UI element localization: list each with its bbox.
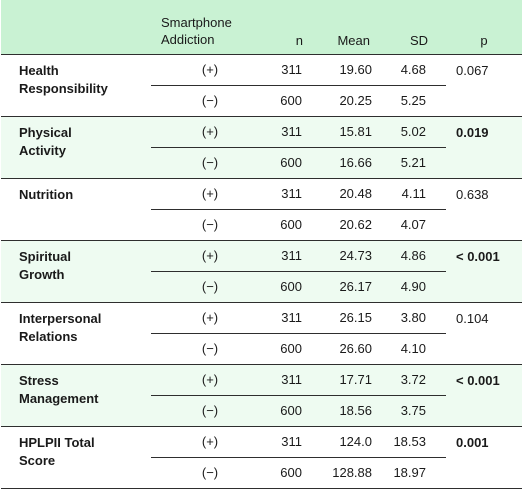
sd-value: 4.07: [386, 209, 446, 241]
variable-name: Spiritual Growth: [1, 240, 151, 303]
n-value: 600: [269, 333, 319, 365]
group-label: (+): [151, 178, 269, 210]
n-value: 600: [269, 147, 319, 179]
mean-value: 26.15: [319, 302, 386, 334]
sd-value: 5.25: [386, 85, 446, 117]
variable-name: Health Responsibility: [1, 54, 151, 117]
p-value: 0.104: [446, 302, 522, 365]
n-value: 311: [269, 178, 319, 210]
group-label: (−): [151, 209, 269, 241]
mean-value: 20.62: [319, 209, 386, 241]
mean-value: 15.81: [319, 116, 386, 148]
mean-value: 20.25: [319, 85, 386, 117]
sd-value: 4.11: [386, 178, 446, 210]
table-row: Health Responsibility (+) 311 19.60 4.68 0.06…: [1, 54, 522, 117]
mean-value: 124.0: [319, 426, 386, 458]
variable-name: Stress Management: [1, 364, 151, 427]
n-value: 600: [269, 85, 319, 117]
sd-value: 4.86: [386, 240, 446, 272]
group-label: (−): [151, 271, 269, 303]
mean-value: 26.60: [319, 333, 386, 365]
header-smartphone-addiction-label: Smartphone Addiction: [161, 14, 232, 47]
sd-value: 18.53: [386, 426, 446, 458]
p-value: < 0.001: [446, 240, 522, 303]
sd-value: 3.75: [386, 395, 446, 427]
table-row: Stress Management (+) 311 17.71 3.72 < 0.001: [1, 364, 522, 427]
sd-value: 18.97: [386, 457, 446, 489]
mean-value: 16.66: [319, 147, 386, 179]
sd-value: 4.68: [386, 54, 446, 86]
mean-value: 17.71: [319, 364, 386, 396]
n-value: 600: [269, 457, 319, 489]
n-value: 311: [269, 302, 319, 334]
n-value: 311: [269, 54, 319, 86]
p-value: 0.067: [446, 54, 522, 117]
mean-value: 20.48: [319, 178, 386, 210]
table-row: Nutrition (+) 311 20.48 4.11 0.638: [1, 178, 522, 241]
sd-value: 5.02: [386, 116, 446, 148]
group-label: (−): [151, 147, 269, 179]
sd-value: 3.72: [386, 364, 446, 396]
group-label: (+): [151, 116, 269, 148]
mean-value: 128.88: [319, 457, 386, 489]
header-variable: [1, 0, 151, 55]
header-n: n: [269, 0, 319, 55]
p-value: < 0.001: [446, 364, 522, 427]
group-label: (−): [151, 85, 269, 117]
sd-value: 4.90: [386, 271, 446, 303]
table-row: (−) 600 26.60 4.10: [1, 333, 522, 365]
group-label: (−): [151, 457, 269, 489]
group-label: (+): [151, 302, 269, 334]
group-label: (−): [151, 333, 269, 365]
mean-value: 18.56: [319, 395, 386, 427]
n-value: 311: [269, 116, 319, 148]
n-value: 311: [269, 240, 319, 272]
table-row: Interpersonal Relations (+) 311 26.15 3.80 0.…: [1, 302, 522, 365]
sd-value: 5.21: [386, 147, 446, 179]
table-row: Spiritual Growth (+) 311 24.73 4.86 < 0.001: [1, 240, 522, 303]
group-label: (+): [151, 364, 269, 396]
n-value: 311: [269, 426, 319, 458]
p-value: 0.019: [446, 116, 522, 179]
mean-value: 26.17: [319, 271, 386, 303]
group-label: (−): [151, 395, 269, 427]
header-p: p: [446, 0, 522, 55]
n-value: 600: [269, 271, 319, 303]
mean-value: 19.60: [319, 54, 386, 86]
sd-value: 3.80: [386, 302, 446, 334]
table-row: (−) 600 20.25 5.25: [1, 85, 522, 117]
header-row: Smartphone Addiction n Mean SD p: [1, 0, 522, 55]
header-sd: SD: [386, 0, 446, 55]
n-value: 311: [269, 364, 319, 396]
p-value: 0.638: [446, 178, 522, 241]
table-row: Physical Activity (+) 311 15.81 5.02 0.019: [1, 116, 522, 179]
n-value: 600: [269, 395, 319, 427]
table-body: Health Responsibility (+) 311 19.60 4.68 0.06…: [1, 54, 522, 489]
table-row: HPLPII Total Score (+) 311 124.0 18.53 0.001: [1, 426, 522, 489]
variable-name: Nutrition: [1, 178, 151, 241]
group-label: (+): [151, 426, 269, 458]
group-label: (+): [151, 54, 269, 86]
variable-name: Interpersonal Relations: [1, 302, 151, 365]
header-mean: Mean: [319, 0, 386, 55]
variable-name: Physical Activity: [1, 116, 151, 179]
sd-value: 4.10: [386, 333, 446, 365]
p-value: 0.001: [446, 426, 522, 489]
group-label: (+): [151, 240, 269, 272]
n-value: 600: [269, 209, 319, 241]
header-smartphone-addiction: Smartphone Addiction: [151, 0, 269, 55]
mean-value: 24.73: [319, 240, 386, 272]
table-row: (−) 600 20.62 4.07: [1, 209, 522, 241]
variable-name: HPLPII Total Score: [1, 426, 151, 489]
